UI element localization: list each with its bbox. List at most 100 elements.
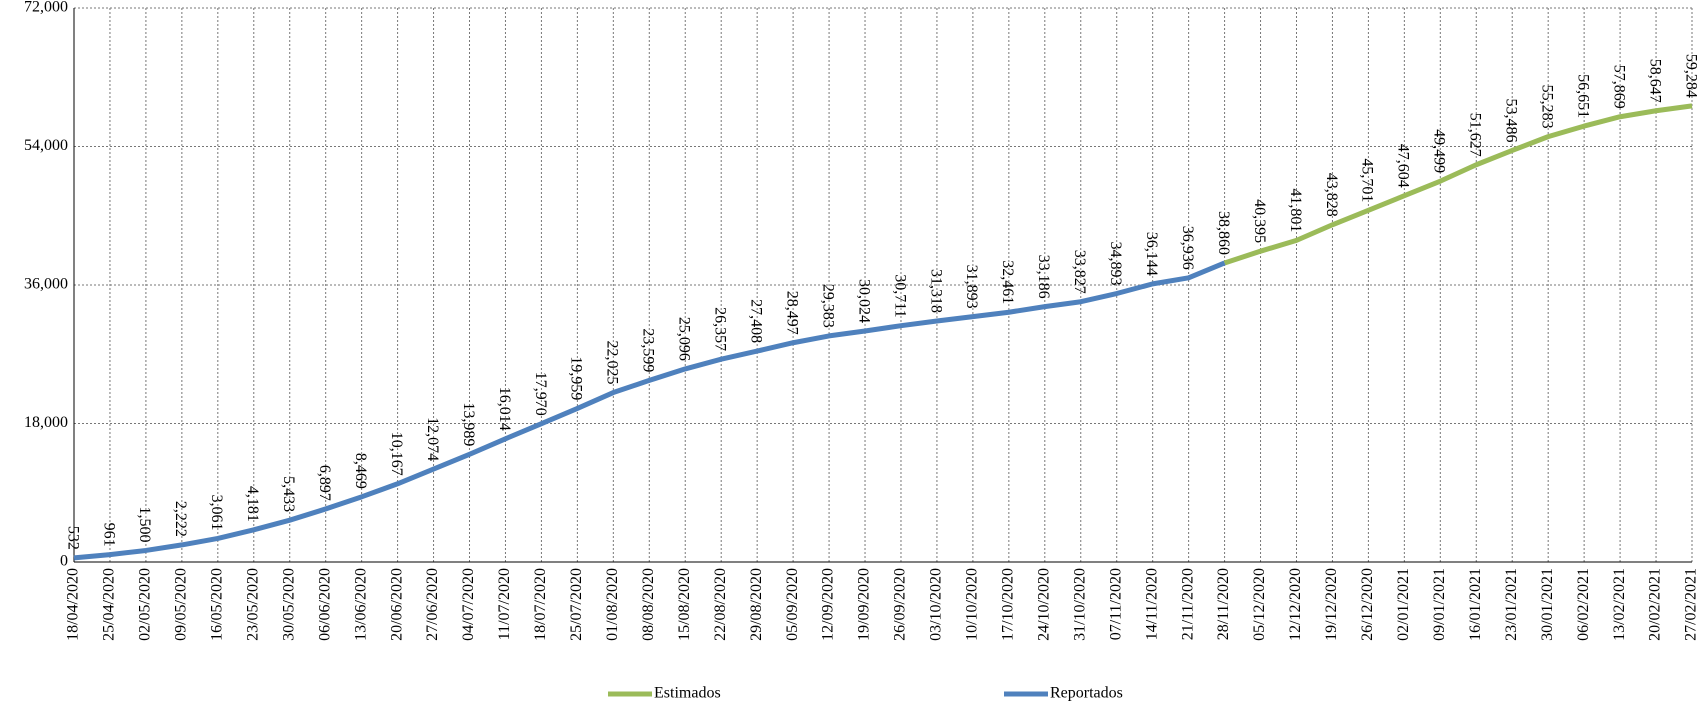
x-tick-label: 10/10/2020 [964,568,981,641]
data-label: 961 [100,523,117,547]
series-line [1223,103,1693,266]
x-tick-label: 30/05/2020 [280,568,297,641]
series-line [73,260,1226,561]
data-label: 36,936 [1179,226,1196,270]
data-label: 38,860 [1215,211,1232,255]
legend-label: Estimados [654,685,721,702]
data-label: 57,869 [1610,65,1627,109]
data-label: 16,014 [496,387,513,431]
x-tick-label: 26/09/2020 [892,568,909,641]
data-label: 58,647 [1646,59,1663,103]
data-label: 28,497 [783,291,800,335]
data-label: 30,711 [891,274,908,317]
data-label: 25,096 [676,317,693,361]
data-label: 3,061 [208,494,225,530]
y-tick-label: 0 [60,553,68,570]
x-tick-label: 24/10/2020 [1035,568,1052,641]
data-label: 49,499 [1431,129,1448,173]
y-tick-label: 54,000 [24,137,68,154]
x-tick-label: 07/11/2020 [1107,568,1124,640]
data-label: 33,827 [1071,250,1088,294]
x-tick-label: 17/10/2020 [1000,568,1017,641]
x-tick-label: 28/11/2020 [1215,568,1232,640]
x-tick-label: 09/05/2020 [173,568,190,641]
y-tick-label: 72,000 [24,0,68,16]
x-tick-label: 06/02/2021 [1575,568,1592,641]
x-tick-label: 25/04/2020 [101,568,118,641]
data-label: 47,604 [1395,144,1412,188]
data-label: 1,500 [136,506,153,542]
x-tick-label: 15/08/2020 [676,568,693,641]
data-label: 2,222 [172,501,189,537]
x-tick-label: 23/01/2021 [1503,568,1520,641]
data-label: 33,186 [1035,255,1052,299]
data-label: 30,024 [855,279,872,323]
data-label: 56,651 [1574,74,1591,118]
y-tick-label: 36,000 [24,276,68,293]
data-label: 59,284 [1682,54,1699,98]
x-tick-label: 13/06/2020 [352,568,369,641]
data-label: 22,025 [604,341,621,385]
data-label: 26,357 [712,307,729,351]
x-tick-label: 01/08/2020 [604,568,621,641]
x-tick-label: 11/07/2020 [496,568,513,640]
x-tick-label: 23/05/2020 [244,568,261,641]
x-tick-label: 14/11/2020 [1143,568,1160,640]
data-label: 53,486 [1503,98,1520,142]
x-tick-label: 29/08/2020 [748,568,765,641]
x-tick-label: 02/05/2020 [137,568,154,641]
data-label: 34,893 [1107,242,1124,286]
data-label: 10,167 [388,432,405,476]
data-label: 17,970 [532,372,549,416]
x-tick-label: 05/12/2020 [1251,568,1268,641]
data-label: 31,893 [963,265,980,309]
data-label: 45,701 [1359,158,1376,202]
x-tick-label: 20/06/2020 [388,568,405,641]
data-label: 29,383 [819,284,836,328]
x-tick-label: 02/01/2021 [1395,568,1412,641]
x-tick-label: 12/09/2020 [820,568,837,641]
data-label: 41,801 [1287,188,1304,232]
x-tick-label: 09/01/2021 [1431,568,1448,641]
y-tick-label: 18,000 [24,414,68,431]
data-label: 6,897 [316,465,333,501]
data-label: 51,627 [1467,113,1484,157]
data-label: 36,144 [1143,232,1160,276]
data-label: 13,989 [460,402,477,446]
x-tick-label: 08/08/2020 [640,568,657,641]
x-tick-label: 04/07/2020 [460,568,477,641]
data-label: 55,283 [1539,85,1556,129]
x-tick-label: 21/11/2020 [1179,568,1196,640]
x-tick-label: 05/09/2020 [784,568,801,641]
x-tick-label: 19/09/2020 [856,568,873,641]
x-tick-label: 06/06/2020 [316,568,333,641]
x-tick-label: 22/08/2020 [712,568,729,641]
x-tick-label: 03/10/2020 [928,568,945,641]
x-tick-label: 12/12/2020 [1287,568,1304,641]
data-label: 40,395 [1251,199,1268,243]
x-tick-label: 26/12/2020 [1359,568,1376,641]
data-label: 23,599 [640,328,657,372]
data-label: 4,181 [244,486,261,522]
x-tick-label: 31/10/2020 [1071,568,1088,641]
x-tick-label: 16/05/2020 [208,568,225,641]
data-label: 532 [64,526,81,550]
data-label: 32,461 [999,260,1016,304]
x-tick-label: 19/12/2020 [1323,568,1340,641]
x-tick-label: 27/02/2021 [1683,568,1700,641]
legend-label: Reportados [1050,685,1123,702]
x-tick-label: 27/06/2020 [424,568,441,641]
x-tick-label: 20/02/2021 [1647,568,1664,641]
data-label: 8,469 [352,453,369,489]
data-label: 19,959 [568,356,585,400]
data-label: 5,433 [280,476,297,512]
data-label: 31,318 [927,269,944,313]
data-label: 12,074 [424,417,441,461]
x-tick-label: 18/07/2020 [532,568,549,641]
data-label: 43,828 [1323,173,1340,217]
data-label: 27,408 [747,299,764,343]
x-tick-label: 25/07/2020 [568,568,585,641]
x-tick-label: 16/01/2021 [1467,568,1484,641]
x-tick-label: 30/01/2021 [1539,568,1556,641]
